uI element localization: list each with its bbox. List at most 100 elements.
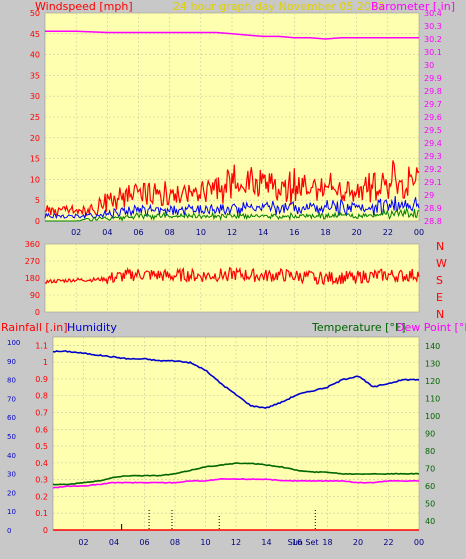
barometer-title: Barometer [.in] — [371, 0, 455, 13]
humidity-x-tick-label: 12 — [231, 538, 241, 547]
wind-x-tick-label: 10 — [196, 228, 206, 237]
rainfall-y-tick-label: 1.1 — [35, 341, 48, 350]
humidity-line — [52, 350, 420, 409]
wind-y-tick-label: 15 — [30, 155, 40, 164]
wind-y-tick-label: 5 — [35, 196, 40, 205]
direction-series — [44, 266, 420, 286]
direction-y-axis: 0 90 180 270 360 — [25, 240, 40, 317]
wind-y-tick-label: 35 — [30, 71, 40, 80]
wind-y-tick-label: 50 — [30, 9, 40, 18]
rainfall-y-tick-label: 0.6 — [35, 425, 48, 434]
direction-y-tick-label: 360 — [25, 240, 40, 249]
wind-y-tick-label: 0 — [35, 217, 40, 226]
humidity-x-tick-label: 08 — [170, 538, 180, 547]
compass-label-e: E — [436, 291, 443, 304]
wind-x-tick-label: 14 — [258, 228, 268, 237]
wind-low-line — [45, 206, 420, 222]
wind-x-tick-label: 20 — [352, 228, 362, 237]
humidity-x-tick-label: 22 — [383, 538, 393, 547]
rainfall-y-tick-label: 0.7 — [35, 409, 48, 418]
wind-x-tick-label: 04 — [102, 228, 112, 237]
wind-y-tick-label: 20 — [30, 134, 40, 143]
barometer-y-axis: 28.8 28.9 29 29.1 29.2 29.3 29.4 29.5 29.6 29.7 29… — [424, 9, 442, 226]
barometer-y-tick-label: 29.3 — [424, 152, 442, 161]
wind-x-tick-label: 22 — [383, 228, 393, 237]
barometer-y-tick-label: 30.1 — [424, 48, 442, 57]
wind-x-tick-label: 16 — [289, 228, 299, 237]
humidity-title: Humidity — [67, 321, 117, 334]
rainfall-title: Rainfall [.in] — [1, 321, 68, 334]
humidity-grid — [53, 337, 420, 531]
temperature-y-tick-label: 50 — [425, 500, 435, 509]
barometer-y-tick-label: 29.5 — [424, 126, 442, 135]
direction-y-tick-label: 0 — [35, 308, 40, 317]
humidity-y-tick-label: 70 — [7, 395, 16, 403]
direction-y-tick-label: 180 — [25, 274, 40, 283]
rainfall-y-tick-label: 0.3 — [35, 476, 48, 485]
wind-direction-line — [44, 266, 420, 286]
barometer-y-tick-label: 30.3 — [424, 22, 442, 31]
humidity-x-tick-label: 00 — [414, 538, 424, 547]
barometer-line — [45, 30, 419, 40]
humidity-y-tick-label: 50 — [7, 433, 16, 441]
wind-x-axis: 02 04 06 08 10 12 14 16 18 20 22 00 — [71, 228, 424, 237]
barometer-y-tick-label: 29.7 — [424, 100, 442, 109]
barometer-y-tick-label: 30.4 — [424, 9, 442, 18]
barometer-y-tick-label: 30.2 — [424, 35, 442, 44]
direction-y-tick-label: 90 — [30, 291, 40, 300]
humidity-y-tick-label: 40 — [7, 452, 16, 460]
humidity-y-tick-label: 0 — [7, 527, 11, 535]
humidity-y-tick-label: 10 — [7, 508, 16, 516]
barometer-y-tick-label: 29.9 — [424, 74, 442, 83]
temperature-y-tick-label: 130 — [425, 359, 440, 368]
barometer-y-tick-label: 29.2 — [424, 165, 442, 174]
wind-x-tick-label: 08 — [165, 228, 175, 237]
humidity-y-tick-label: 60 — [7, 414, 16, 422]
humidity-x-tick-label: 02 — [78, 538, 88, 547]
humidity-y-axis: 0 10 20 30 40 50 60 70 80 90 100 — [7, 339, 20, 535]
humidity-x-tick-label: 06 — [139, 538, 149, 547]
compass-label-s: S — [436, 274, 443, 287]
barometer-y-tick-label: 29.8 — [424, 87, 442, 96]
humidity-y-tick-label: 30 — [7, 471, 16, 479]
chart-title: 24 hour graph day November 05 2022 — [173, 0, 385, 13]
rainfall-y-tick-label: 0.5 — [35, 442, 48, 451]
temperature-y-tick-label: 140 — [425, 342, 440, 351]
wind-x-tick-label: 12 — [227, 228, 237, 237]
temperature-y-tick-label: 70 — [425, 465, 435, 474]
wind-x-tick-label: 02 — [71, 228, 81, 237]
rainfall-y-tick-label: 0.2 — [35, 492, 48, 501]
rainfall-y-tick-label: 0.9 — [35, 375, 48, 384]
temperature-y-tick-label: 120 — [425, 377, 440, 386]
temperature-y-tick-label: 60 — [425, 482, 435, 491]
windspeed-title: Windspeed [mph] — [35, 0, 133, 13]
temperature-y-tick-label: 40 — [425, 517, 435, 526]
rainfall-y-tick-label: 0 — [43, 526, 48, 535]
barometer-y-tick-label: 30 — [424, 61, 434, 70]
wind-x-tick-label: 00 — [414, 228, 424, 237]
humidity-x-axis: 02 04 06 08 10 12 14 16 18 20 22 00 Sun Set — [78, 538, 424, 547]
temperature-y-axis: 40 50 60 70 80 90 100 110 120 130 140 — [425, 342, 440, 526]
barometer-y-tick-label: 29.4 — [424, 139, 442, 148]
humidity-x-tick-label: 04 — [109, 538, 119, 547]
wind-y-axis: 0 5 10 15 20 25 30 35 40 45 50 — [30, 9, 40, 226]
wind-y-tick-label: 10 — [30, 175, 40, 184]
wind-x-tick-label: 06 — [133, 228, 143, 237]
rainfall-y-tick-label: 0.1 — [35, 509, 48, 518]
dewpoint-title: Dew Point [°F] — [396, 321, 466, 334]
humidity-x-tick-label: 16 — [292, 538, 302, 547]
humidity-x-tick-label: 14 — [261, 538, 271, 547]
barometer-y-tick-label: 29.1 — [424, 178, 442, 187]
rainfall-y-tick-label: 0.4 — [35, 459, 48, 468]
humidity-x-tick-label: 10 — [200, 538, 210, 547]
rainfall-y-tick-label: 1 — [43, 358, 48, 367]
wind-y-tick-label: 25 — [30, 113, 40, 122]
wind-y-tick-label: 30 — [30, 92, 40, 101]
compass-label-w: W — [436, 257, 447, 270]
dew-point-line — [52, 477, 420, 489]
humidity-x-tick-label: 20 — [353, 538, 363, 547]
humidity-y-tick-label: 100 — [7, 339, 20, 347]
wind-x-tick-label: 18 — [320, 228, 330, 237]
